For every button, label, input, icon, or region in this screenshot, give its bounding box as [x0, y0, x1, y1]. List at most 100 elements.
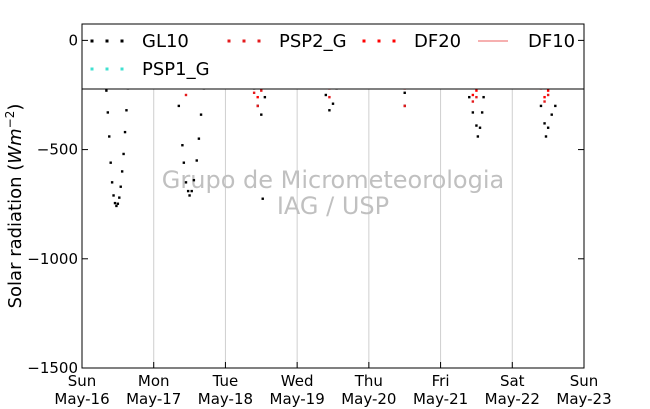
- x-tick-label-day: Sun: [570, 372, 599, 390]
- watermark-line-1: Grupo de Micrometeorologia: [162, 166, 504, 194]
- x-tick-label-day: Sat: [500, 372, 525, 390]
- legend-swatch: [120, 39, 124, 43]
- x-tick-label-date: May-21: [413, 390, 468, 408]
- data-point: [106, 111, 110, 114]
- watermark-line-2: IAG / USP: [277, 192, 389, 220]
- data-point: [113, 201, 117, 205]
- data-point: [546, 89, 550, 92]
- data-point: [328, 95, 331, 99]
- data-point: [543, 122, 546, 125]
- legend-swatch: [105, 39, 109, 43]
- data-point: [546, 93, 550, 97]
- legend-item-GL10: GL10: [90, 31, 189, 52]
- data-point: [260, 113, 263, 116]
- data-point: [546, 126, 550, 129]
- data-point: [118, 196, 121, 199]
- legend-swatch: [257, 39, 261, 43]
- x-tick-label-day: Thu: [354, 372, 383, 390]
- data-point: [108, 135, 111, 138]
- data-point: [260, 89, 263, 92]
- data-point: [256, 95, 259, 99]
- data-point: [261, 197, 264, 200]
- legend-swatch: [377, 39, 381, 43]
- data-point: [116, 202, 120, 205]
- legend-label: GL10: [142, 31, 189, 52]
- legend-swatch: [90, 67, 94, 71]
- data-point: [184, 181, 188, 184]
- plot-frame: [81, 23, 585, 369]
- x-tick-label-date: May-17: [126, 390, 181, 408]
- data-point: [403, 91, 406, 94]
- data-point: [188, 194, 191, 197]
- data-point: [475, 95, 478, 99]
- data-point: [123, 130, 127, 134]
- legend-swatch: [90, 39, 94, 43]
- legend-label: PSP2_G: [279, 31, 347, 52]
- data-point: [478, 126, 482, 129]
- data-point: [468, 95, 471, 99]
- x-tick-label-day: Mon: [138, 372, 170, 390]
- legend-swatch: [392, 39, 396, 43]
- data-point: [324, 93, 328, 97]
- data-point: [181, 144, 184, 147]
- data-point: [109, 161, 112, 164]
- data-point: [120, 170, 124, 173]
- x-tick-label-day: Fri: [432, 372, 450, 390]
- data-point: [475, 124, 478, 127]
- legend-item-DF20: DF20: [362, 31, 461, 52]
- y-axis: 0 −500 −1000 −1500: [27, 31, 584, 377]
- y-tick-label: 0: [68, 31, 78, 49]
- data-point: [119, 185, 122, 188]
- data-point: [263, 95, 267, 99]
- y-tick-label: −1000: [27, 250, 78, 268]
- legend-swatch: [120, 67, 124, 71]
- data-point: [544, 135, 548, 138]
- data-point: [192, 178, 196, 182]
- data-point: [539, 104, 543, 108]
- legend-swatch: [242, 39, 246, 43]
- data-point: [550, 113, 553, 116]
- watermark: Grupo de Micrometeorologia IAG / USP: [162, 166, 504, 220]
- legend-item-PSP2_G: PSP2_G: [227, 31, 347, 52]
- data-point: [115, 204, 118, 208]
- x-tick-label-day: Sun: [68, 372, 97, 390]
- x-tick-label-day: Tue: [212, 372, 239, 390]
- data-point: [482, 95, 485, 99]
- x-tick-label-date: May-22: [485, 390, 540, 408]
- legend-label: DF20: [414, 31, 461, 52]
- data-point: [105, 89, 108, 92]
- x-axis: SunMay-16MonMay-17TueMay-18WedMay-19ThuM…: [54, 362, 612, 408]
- data-point: [475, 89, 478, 92]
- data-point: [190, 189, 193, 193]
- y-tick-label: −500: [37, 141, 78, 159]
- x-tick-label-date: May-19: [270, 390, 325, 408]
- legend-item-PSP1_G: PSP1_G: [90, 59, 210, 80]
- data-point: [182, 161, 186, 164]
- data-point: [252, 91, 256, 94]
- legend-item-DF10: DF10: [478, 31, 575, 52]
- data-point: [471, 93, 475, 97]
- data-point: [110, 181, 114, 184]
- data-point: [328, 109, 331, 112]
- data-point: [186, 189, 190, 193]
- x-tick-label-date: May-16: [54, 390, 109, 408]
- data-point: [476, 135, 480, 138]
- data-point: [112, 194, 115, 197]
- data-point: [184, 93, 188, 97]
- data-point: [543, 95, 546, 99]
- data-point: [125, 109, 128, 112]
- data-point: [197, 137, 201, 140]
- data-point: [471, 111, 475, 114]
- data-point: [403, 104, 406, 108]
- data-point: [331, 102, 335, 105]
- data-point: [480, 111, 484, 114]
- legend: GL10 PSP2_G DF20 DF10 PSP1_G: [81, 23, 585, 90]
- data-point: [471, 100, 475, 103]
- legend-label: PSP1_G: [142, 59, 210, 80]
- data-point: [122, 152, 125, 156]
- data-point: [554, 104, 557, 108]
- data-point: [543, 100, 546, 103]
- x-tick-label-date: May-23: [556, 390, 611, 408]
- data-point: [256, 104, 259, 108]
